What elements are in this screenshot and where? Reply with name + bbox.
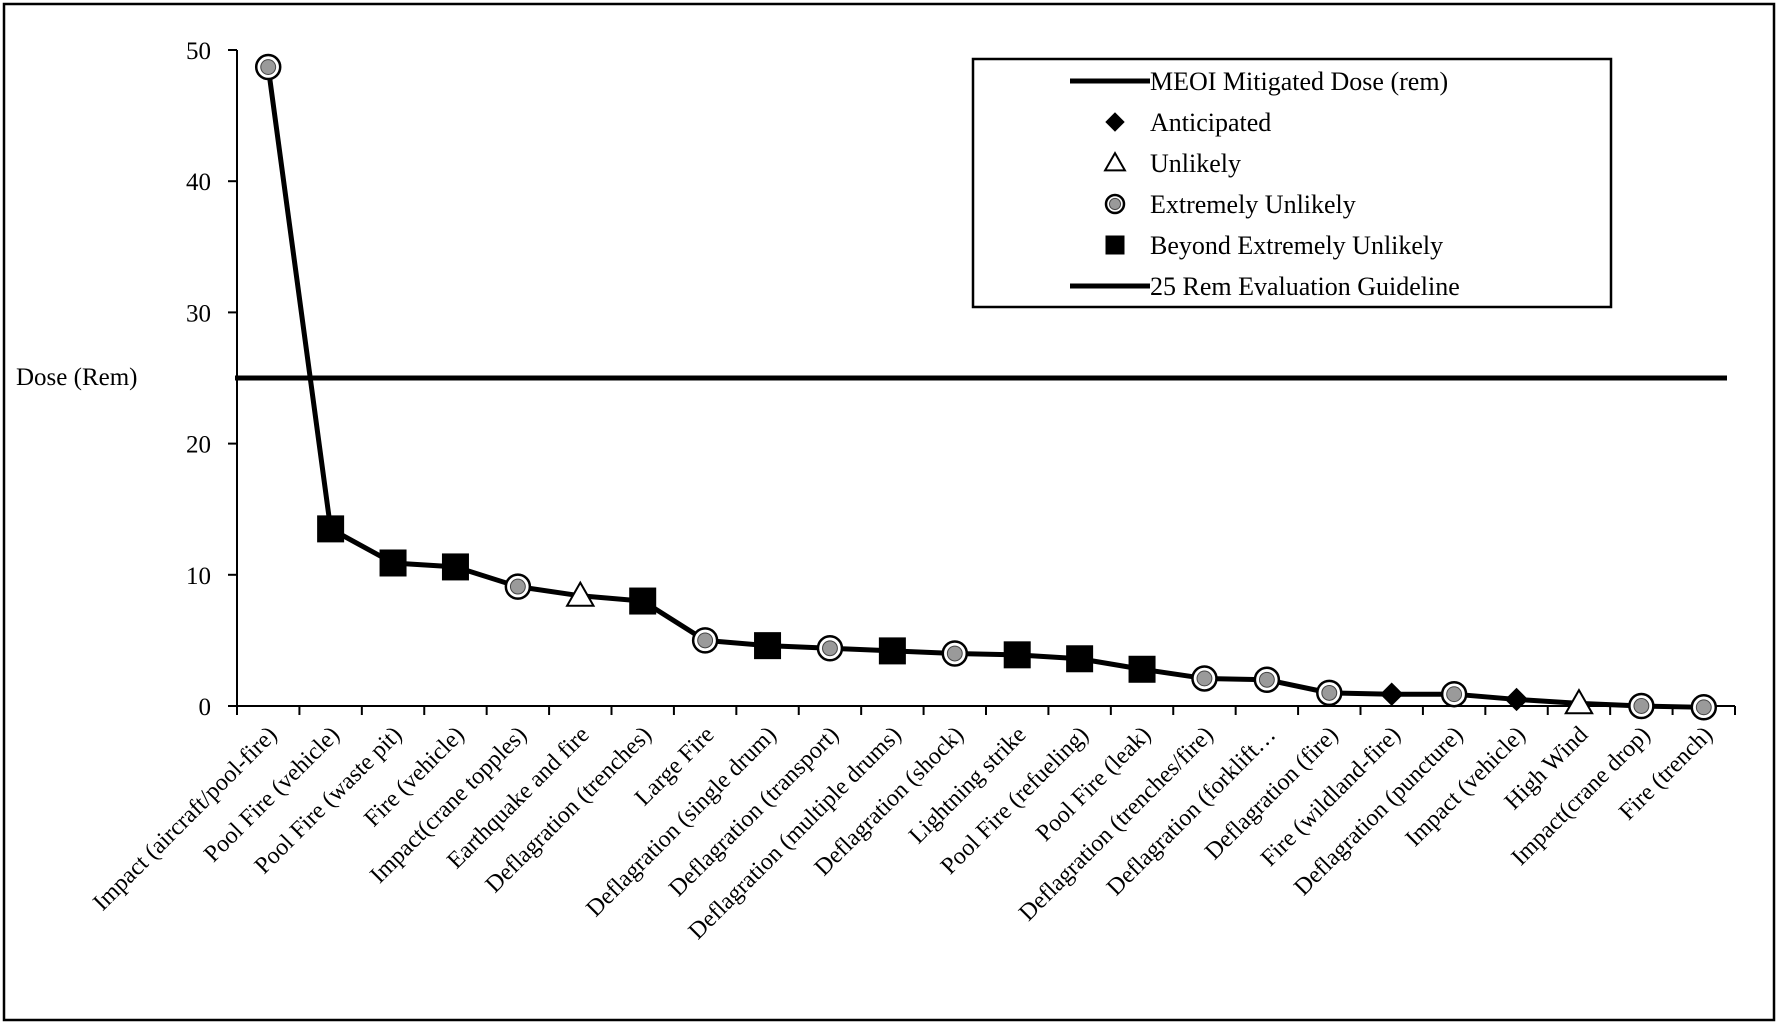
data-point xyxy=(691,627,719,654)
legend-entry-label: Beyond Extremely Unlikely xyxy=(1150,231,1443,260)
data-point xyxy=(1690,694,1718,721)
legend-entry-label: Unlikely xyxy=(1150,149,1241,178)
legend-entry-label: MEOI Mitigated Dose (rem) xyxy=(1150,67,1448,96)
y-tick-label: 20 xyxy=(186,432,211,459)
data-point xyxy=(504,573,532,600)
y-tick-label: 10 xyxy=(186,563,211,590)
data-point xyxy=(629,587,657,615)
y-tick-label: 50 xyxy=(186,38,211,65)
data-point xyxy=(565,580,596,607)
legend-marker-swatch xyxy=(1105,235,1125,255)
data-point xyxy=(1316,679,1343,707)
data-point xyxy=(1504,687,1529,712)
data-point xyxy=(1380,682,1404,706)
data-point xyxy=(317,515,345,543)
legend-marker-swatch xyxy=(1103,151,1127,172)
data-point xyxy=(379,549,407,577)
data-point xyxy=(878,637,906,665)
legend-marker-swatch xyxy=(1105,112,1125,132)
data-point xyxy=(754,632,782,660)
legend-entry-label: 25 Rem Evaluation Guideline xyxy=(1150,272,1460,301)
data-point xyxy=(816,635,844,662)
legend-entry-label: Extremely Unlikely xyxy=(1150,190,1356,219)
y-tick-label: 30 xyxy=(186,300,211,327)
y-axis-label: Dose (Rem) xyxy=(16,364,138,391)
data-point xyxy=(941,640,969,667)
legend-entry-label: Anticipated xyxy=(1150,108,1271,137)
y-axis-ticks: 0 10 20 30 40 50 xyxy=(186,38,237,721)
data-point xyxy=(1628,692,1655,720)
legend-marker-swatch xyxy=(1104,193,1126,215)
data-point xyxy=(441,553,469,581)
data-point xyxy=(1253,666,1281,694)
data-point xyxy=(1191,665,1218,692)
markers-layer xyxy=(254,53,1718,721)
data-point xyxy=(254,53,282,81)
legend-box xyxy=(971,57,1613,309)
y-tick-label: 0 xyxy=(199,694,212,721)
data-point xyxy=(1128,655,1156,683)
data-point xyxy=(1066,645,1094,673)
legend: MEOI Mitigated Dose (rem) Anticipated Unli… xyxy=(971,57,1613,309)
data-point xyxy=(1564,688,1594,715)
y-tick-label: 40 xyxy=(186,169,211,196)
data-point xyxy=(1440,680,1468,708)
data-point xyxy=(1003,641,1031,669)
